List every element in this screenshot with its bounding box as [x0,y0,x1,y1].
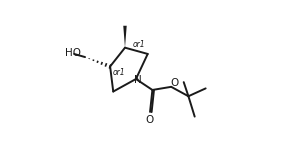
Text: O: O [145,115,153,125]
Text: N: N [134,75,142,85]
Text: or1: or1 [133,40,146,49]
Polygon shape [123,26,127,48]
Text: O: O [170,78,178,88]
Text: HO: HO [65,48,82,58]
Text: or1: or1 [112,68,125,77]
